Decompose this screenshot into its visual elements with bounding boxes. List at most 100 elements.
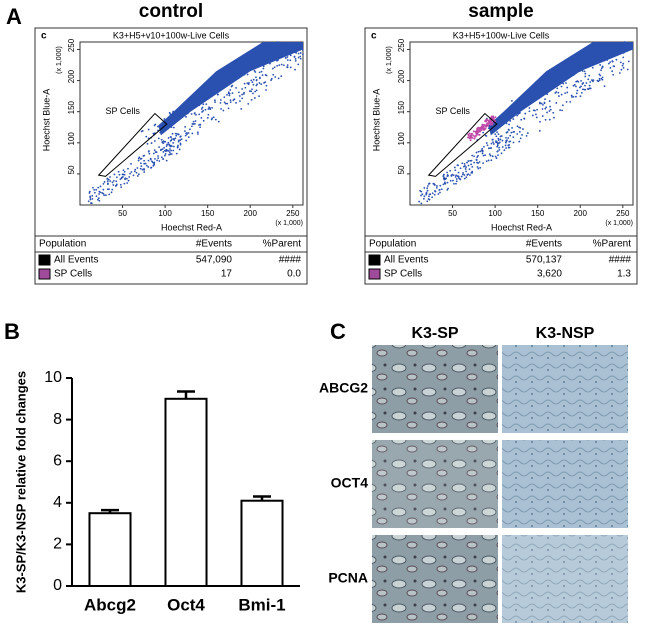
event-dot [535, 113, 537, 116]
event-dot [220, 84, 223, 87]
event-dot [501, 146, 504, 148]
event-dot [138, 156, 141, 159]
error-bar [101, 508, 119, 514]
event-dot [495, 135, 498, 138]
event-dot [520, 104, 522, 107]
event-dot [570, 94, 573, 97]
event-dot [163, 118, 166, 120]
sp-gate [97, 112, 168, 177]
flow-plot: sample c K3+H5+100w-Live Cells SP Cells 50 10… [364, 1, 638, 285]
event-dot [558, 95, 560, 97]
event-dot [223, 101, 226, 104]
event-dot [258, 77, 261, 80]
event-dot [253, 67, 256, 70]
event-dot [191, 125, 193, 128]
event-dot [271, 67, 274, 70]
event-dot [171, 132, 174, 135]
event-dot [508, 106, 511, 109]
event-dot [289, 54, 292, 57]
event-dot [589, 81, 592, 83]
event-dot [484, 154, 487, 157]
event-dot [238, 74, 241, 77]
event-dot [271, 53, 273, 56]
event-dot [546, 90, 549, 93]
y-tick-label: 10 [44, 369, 62, 386]
event-dot [589, 57, 591, 60]
event-dot [277, 41, 280, 44]
event-dot [611, 60, 614, 63]
event-dot [598, 59, 601, 62]
event-dot [437, 193, 440, 195]
event-dot [294, 59, 297, 62]
event-dot [267, 55, 270, 58]
event-dot [487, 159, 490, 162]
event-dot [196, 131, 199, 134]
event-dot [598, 52, 601, 55]
event-dot [179, 136, 182, 138]
event-dot [542, 84, 545, 87]
event-dot [241, 93, 243, 96]
event-dot [560, 85, 563, 88]
y-axis-label: Hoechst Blue-A [41, 89, 51, 152]
gated-dot [476, 127, 479, 130]
event-dot [200, 117, 203, 119]
event-dot [87, 200, 90, 203]
event-dot [542, 103, 544, 106]
event-dot [554, 92, 557, 94]
event-dot [425, 192, 428, 195]
event-dot [252, 83, 255, 86]
event-dot [118, 173, 121, 176]
event-dot [618, 72, 621, 74]
event-dot [561, 109, 563, 112]
event-dot [162, 151, 165, 153]
event-dot [546, 111, 548, 114]
event-dot [497, 154, 499, 157]
event-dot [187, 132, 190, 134]
y-tick-label: 50 [397, 165, 406, 174]
event-dot [258, 82, 261, 84]
event-dot [584, 66, 587, 69]
event-dot [558, 77, 561, 80]
image [502, 345, 628, 433]
gate-label: SP Cells [436, 106, 471, 116]
table-cell: 570,137 [526, 255, 563, 266]
event-dot [498, 141, 501, 144]
x-tick-label: Oct4 [167, 595, 205, 614]
event-dot [505, 122, 508, 125]
image [502, 535, 628, 623]
event-dot [115, 176, 118, 179]
x-tick-label: 50 [118, 209, 127, 218]
event-dot [301, 53, 304, 56]
table-header: #Events [526, 239, 562, 250]
event-dot [459, 178, 462, 181]
gated-dot [475, 132, 478, 135]
event-dot [204, 98, 207, 100]
event-dot [610, 47, 613, 50]
event-dot [171, 138, 173, 140]
event-dot [106, 188, 109, 191]
event-dot [165, 148, 168, 151]
event-dot [280, 75, 283, 78]
event-dot [106, 180, 109, 183]
event-dot [464, 168, 467, 170]
y-tick-label: 0 [53, 577, 62, 594]
event-dot [601, 76, 604, 79]
event-dot [211, 106, 213, 109]
event-dot [201, 111, 203, 113]
gated-dot [468, 137, 471, 140]
event-dot [516, 133, 519, 135]
event-dot [565, 71, 567, 74]
event-dot [91, 194, 94, 197]
event-dot [468, 174, 471, 176]
event-dot [291, 41, 294, 44]
event-dot [274, 50, 277, 53]
event-dot [511, 127, 513, 129]
event-dot [133, 170, 136, 173]
event-dot [591, 58, 594, 61]
event-dot [572, 84, 575, 87]
event-dot [496, 145, 499, 148]
event-dot [159, 149, 162, 152]
event-dot [575, 64, 578, 67]
event-dot [486, 144, 489, 147]
